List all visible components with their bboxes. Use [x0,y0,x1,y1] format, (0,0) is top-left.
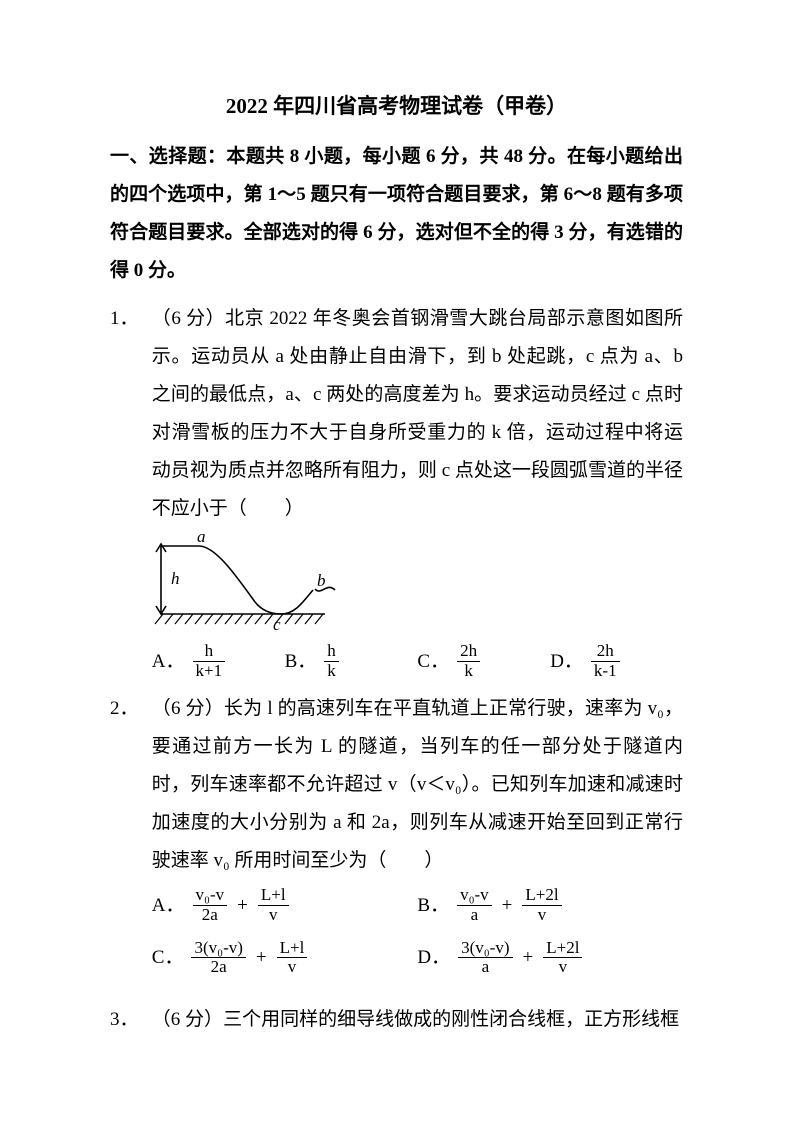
ski-diagram: a b c h [145,534,360,634]
fraction: 3(v₀-v) 2a [191,939,245,977]
option-label: A． [152,896,185,915]
question-text: 北京 2022 年冬奥会首钢滑雪大跳台局部示意图如图所示。运动员从 a 处由静止… [152,308,683,519]
label-h: h [171,569,180,588]
points: （6 分） [152,1009,223,1030]
q1-option-b: B． h k [285,642,418,680]
fraction: h k+1 [193,642,226,680]
fraction: 3(v₀-v) a [458,939,512,977]
points: （6 分） [152,698,224,719]
question-2: 2．（6 分）长为 l 的高速列车在平直轨道上正常行驶，速率为 v₀，要通过前方… [110,690,683,880]
q1-option-a: A． h k+1 [152,642,285,680]
q2-option-c: C． 3(v₀-v) 2a + L+l v [152,939,418,977]
exam-title: 2022 年四川省高考物理试卷（甲卷） [110,90,683,120]
option-label: D． [417,948,450,967]
question-body: （6 分）北京 2022 年冬奥会首钢滑雪大跳台局部示意图如图所示。运动员从 a… [152,300,683,528]
plus-sign: + [521,948,536,967]
label-a: a [197,534,206,546]
plus-sign: + [500,896,515,915]
option-label: B． [417,896,449,915]
question-3: 3．（6 分）三个用同样的细导线做成的刚性闭合线框，正方形线框 [110,1001,683,1039]
question-body: （6 分）长为 l 的高速列车在平直轨道上正常行驶，速率为 v₀，要通过前方一长… [152,690,683,880]
q2-option-b: B． v₀-v a + L+2l v [417,886,683,924]
question-number: 1． [110,300,152,338]
question-body: （6 分）三个用同样的细导线做成的刚性闭合线框，正方形线框 [152,1001,683,1039]
option-label: C． [417,652,449,671]
plus-sign: + [235,896,250,915]
q1-option-d: D． 2h k-1 [550,642,683,680]
question-1: 1．（6 分）北京 2022 年冬奥会首钢滑雪大跳台局部示意图如图所示。运动员从… [110,300,683,528]
plus-sign: + [254,948,269,967]
label-b: b [317,571,326,590]
q1-option-c: C． 2h k [417,642,550,680]
option-label: B． [285,652,317,671]
q1-figure: a b c h [110,534,683,634]
section-instructions: 一、选择题：本题共 8 小题，每小题 6 分，共 48 分。在每小题给出的四个选… [110,138,683,290]
fraction: v₀-v 2a [193,886,228,924]
fraction: L+2l v [543,939,582,977]
fraction: L+2l v [522,886,561,924]
fraction: v₀-v a [457,886,492,924]
fraction: 2h k [457,642,480,680]
fraction: h k [324,642,339,680]
option-label: A． [152,652,185,671]
q1-options: A． h k+1 B． h k C． 2h k D． 2h k-1 [110,642,683,680]
fraction: L+l v [258,886,289,924]
q2-option-a: A． v₀-v 2a + L+l v [152,886,418,924]
fraction: L+l v [277,939,308,977]
question-number: 3． [110,1001,152,1039]
fraction: 2h k-1 [591,642,620,680]
points: （6 分） [152,308,225,329]
option-label: C． [152,948,184,967]
q2-options: A． v₀-v 2a + L+l v B． v₀-v a + L+2l v C．… [110,886,683,991]
question-text: 三个用同样的细导线做成的刚性闭合线框，正方形线框 [223,1009,679,1030]
option-label: D． [550,652,583,671]
page: 2022 年四川省高考物理试卷（甲卷） 一、选择题：本题共 8 小题，每小题 6… [0,0,793,1122]
label-c: c [273,615,281,634]
question-text: 长为 l 的高速列车在平直轨道上正常行驶，速率为 v₀，要通过前方一长为 L 的… [152,698,683,871]
q2-option-d: D． 3(v₀-v) a + L+2l v [417,939,683,977]
question-number: 2． [110,690,152,728]
